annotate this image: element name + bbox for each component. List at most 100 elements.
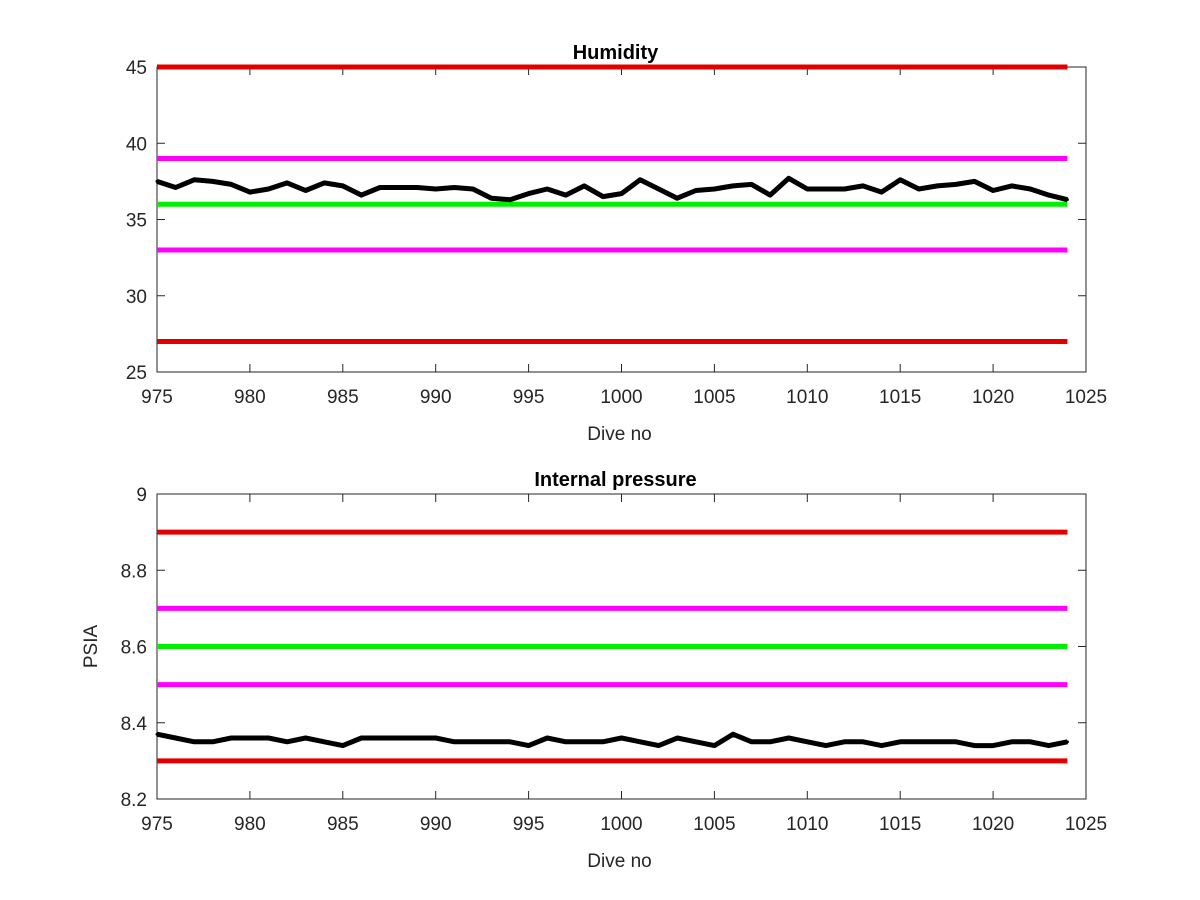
data-point [991, 189, 995, 193]
data-point [917, 187, 921, 191]
data-point [620, 192, 623, 196]
data-point [675, 736, 679, 740]
y-tick-label: 40 [126, 134, 147, 155]
data-point [954, 182, 958, 186]
data-point [527, 744, 531, 748]
x-tick-label: 975 [141, 387, 173, 408]
data-point [1010, 184, 1014, 188]
data-point [211, 740, 215, 744]
data-point [489, 740, 493, 744]
data-point [266, 187, 270, 191]
x-tick-label: 1020 [972, 814, 1014, 835]
data-point [880, 190, 884, 194]
y-tick-label: 8.2 [121, 790, 147, 811]
y-tick-label: 8.6 [121, 638, 147, 659]
x-axis-label: Dive no [587, 851, 651, 872]
data-point [266, 736, 270, 740]
data-point [731, 184, 735, 188]
data-point [434, 736, 438, 740]
data-point [712, 744, 716, 748]
data-point [452, 740, 456, 744]
y-tick-label: 30 [126, 287, 147, 308]
data-point [1065, 198, 1069, 202]
data-point [471, 740, 475, 744]
data-point [638, 178, 642, 182]
x-tick-label: 990 [420, 387, 452, 408]
data-point [527, 192, 531, 196]
data-point [1010, 740, 1014, 744]
x-tick-label: 1015 [879, 387, 921, 408]
data-point [620, 736, 623, 740]
data-point [657, 187, 661, 191]
data-point [824, 187, 828, 191]
y-tick-label: 35 [126, 211, 147, 232]
data-point [842, 187, 846, 191]
y-tick-label: 9 [136, 485, 147, 506]
data-point [1047, 744, 1051, 748]
data-point [935, 740, 939, 744]
data-point [601, 740, 605, 744]
data-point [471, 187, 475, 191]
x-tick-label: 975 [141, 814, 173, 835]
x-tick-label: 1005 [693, 387, 735, 408]
y-tick-label: 8.4 [121, 714, 148, 735]
data-point [155, 179, 159, 183]
data-point [694, 189, 698, 193]
data-point [638, 740, 642, 744]
data-point [824, 744, 828, 748]
data-point [378, 185, 382, 189]
data-point [359, 193, 363, 197]
x-tick-label: 1010 [786, 387, 828, 408]
data-point [415, 185, 419, 189]
data-point [285, 181, 289, 185]
data-point [545, 736, 549, 740]
data-point [174, 736, 178, 740]
data-point [973, 744, 977, 748]
x-tick-label: 1000 [600, 814, 642, 835]
data-point [359, 736, 363, 740]
series-line [156, 731, 1068, 749]
data-point [657, 744, 661, 748]
data-point [489, 196, 493, 200]
data-point [731, 732, 735, 736]
data-point [415, 736, 419, 740]
chart-title: Humidity [573, 42, 659, 64]
data-point [1028, 740, 1032, 744]
data-point [341, 184, 345, 188]
data-point [545, 187, 549, 191]
data-point [397, 185, 401, 189]
data-point [248, 736, 252, 740]
data-point [582, 740, 586, 744]
data-point [285, 740, 289, 744]
data-point [805, 740, 809, 744]
data-point [601, 195, 605, 199]
y-tick-label: 8.8 [121, 561, 147, 582]
y-tick-label: 45 [126, 58, 147, 79]
data-point [750, 182, 754, 186]
x-tick-label: 980 [234, 814, 266, 835]
data-point [229, 736, 233, 740]
x-tick-label: 995 [513, 387, 545, 408]
data-point [842, 740, 846, 744]
x-tick-label: 1025 [1065, 814, 1107, 835]
data-point [378, 736, 382, 740]
data-point [787, 176, 791, 180]
data-point [508, 198, 512, 202]
data-point [564, 193, 568, 197]
data-point [917, 740, 921, 744]
data-point [192, 740, 196, 744]
x-tick-label: 985 [327, 814, 359, 835]
data-point [1028, 187, 1032, 191]
series-line [156, 175, 1069, 203]
y-tick-label: 25 [126, 363, 147, 384]
data-point [805, 187, 809, 191]
data-point [991, 744, 995, 748]
x-axis-label: Dive no [587, 424, 651, 445]
data-point [712, 187, 716, 191]
data-point [787, 736, 791, 740]
x-tick-label: 990 [420, 814, 452, 835]
data-point [508, 740, 512, 744]
x-tick-label: 985 [327, 387, 359, 408]
x-tick-label: 995 [513, 814, 545, 835]
